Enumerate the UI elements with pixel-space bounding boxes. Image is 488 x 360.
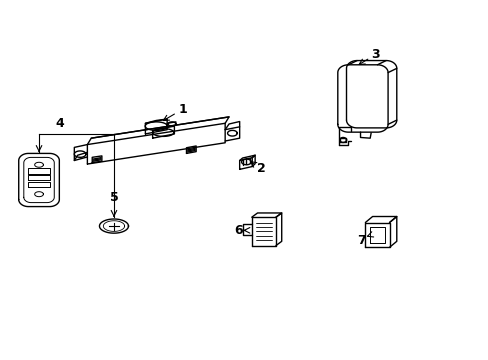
- Text: 6: 6: [233, 224, 242, 237]
- Text: 7: 7: [356, 234, 365, 247]
- Text: 2: 2: [257, 162, 265, 175]
- Text: 3: 3: [371, 48, 380, 61]
- Text: 1: 1: [178, 103, 187, 116]
- Text: 5: 5: [109, 191, 118, 204]
- Text: 4: 4: [55, 117, 64, 130]
